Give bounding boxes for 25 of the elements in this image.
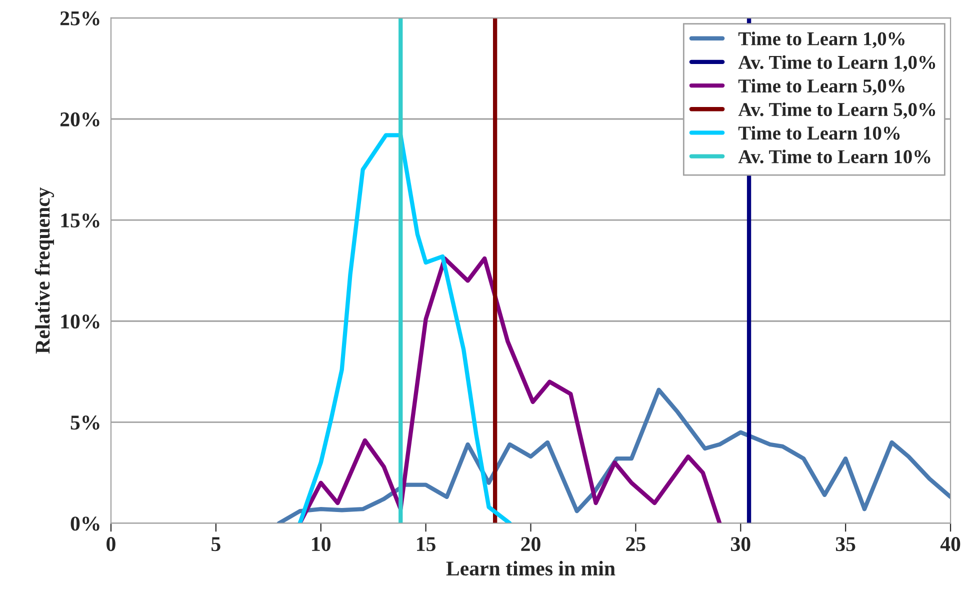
legend-label: Av. Time to Learn 1,0% xyxy=(738,55,936,72)
legend-label: Av. Time to Learn 5,0% xyxy=(738,102,936,119)
legend-label: Av. Time to Learn 10% xyxy=(738,150,930,164)
y-axis-title: Relative frequency xyxy=(34,187,54,354)
line-series xyxy=(298,133,512,524)
x-tick-label: 20 xyxy=(521,537,540,552)
x-tick-label: 25 xyxy=(626,537,646,552)
y-tick-label: 10% xyxy=(61,314,100,329)
legend-label: Time to Learn 1,0% xyxy=(738,32,904,48)
y-tick-label: 25% xyxy=(60,11,100,26)
x-tick-label: 0 xyxy=(106,537,116,552)
x-tick-label: 40 xyxy=(940,537,960,552)
legend-label: Time to Learn 5,0% xyxy=(738,78,904,96)
x-tick-label: 10 xyxy=(312,537,330,552)
y-tick-label: 5% xyxy=(70,416,100,430)
legend-label: Time to Learn 10% xyxy=(738,126,900,140)
y-tick-label: 20% xyxy=(60,112,100,127)
y-tick-label: 15% xyxy=(61,213,100,228)
x-tick-label: 30 xyxy=(731,537,750,552)
x-tick-label: 5 xyxy=(212,537,220,552)
x-tick-label: 35 xyxy=(836,537,856,552)
y-tick-label: 0% xyxy=(70,516,100,531)
x-axis-title: Learn times in min xyxy=(446,560,616,576)
line-series xyxy=(276,388,951,524)
x-tick-label: 15 xyxy=(417,537,436,552)
